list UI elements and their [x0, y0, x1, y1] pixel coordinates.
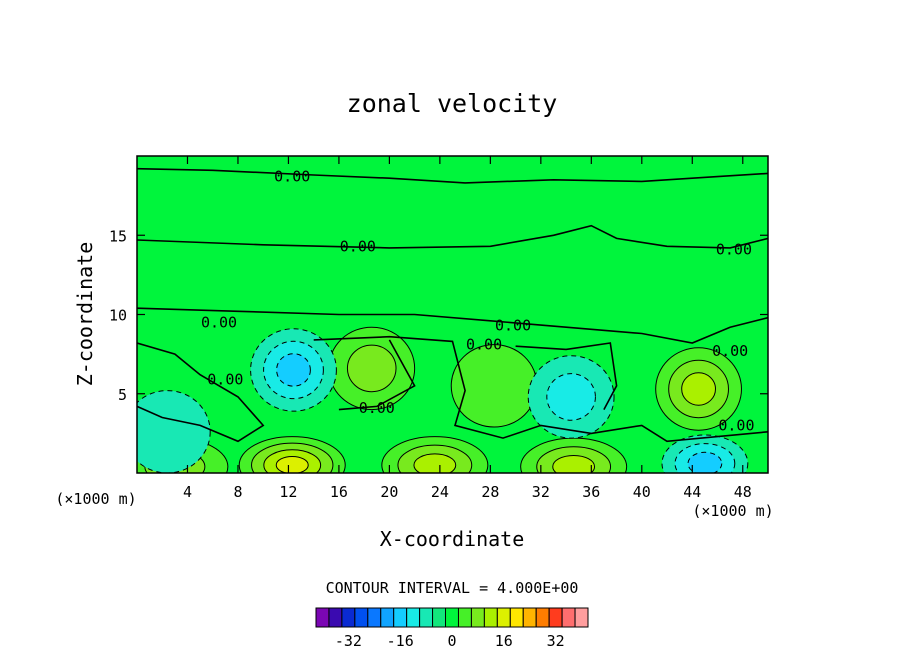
colorbar-swatch-10 — [445, 607, 459, 628]
x-tick-label-0: 4 — [183, 483, 192, 501]
contour-label-8: 0.00 — [359, 399, 395, 417]
x-tick-label-10: 44 — [683, 483, 701, 501]
x-axis-ticks: 4 8 12 16 20 24 28 32 36 40 44 48 — [183, 156, 752, 501]
zero-contour-6 — [515, 342, 618, 410]
x-tick-label-5: 24 — [431, 483, 449, 501]
x-tick-label-11: 48 — [734, 483, 752, 501]
contour-band-max-3-4 — [275, 455, 309, 473]
colorbar-swatch-18 — [548, 607, 563, 628]
colorbar-tick-1: -16 — [387, 632, 414, 650]
colorbar-swatch-7 — [406, 607, 421, 628]
contour-label-9: 0.00 — [718, 416, 754, 434]
y-axis-label: Z-coordinate — [73, 242, 97, 387]
x-tick-label-6: 28 — [481, 483, 499, 501]
colorbar-swatch-1 — [328, 607, 343, 628]
colorbar-swatch-0 — [315, 607, 330, 628]
contour-label-5: 0.00 — [466, 336, 502, 354]
contour-band-min-7-3 — [276, 353, 311, 387]
x-tick-label-2: 12 — [279, 483, 297, 501]
contour-interval-text: CONTOUR INTERVAL = 4.000E+00 — [326, 579, 579, 597]
contour-band-max-5-3 — [552, 454, 596, 473]
zero-contour-5 — [338, 339, 416, 411]
contour-lines — [137, 167, 768, 443]
x-unit-left: (×1000 m) — [55, 490, 136, 508]
x-tick-label-9: 40 — [633, 483, 651, 501]
colorbar-tick-4: 32 — [547, 632, 565, 650]
x-tick-label-4: 20 — [380, 483, 398, 501]
y-tick-label-0: 5 — [118, 386, 127, 404]
contour-labels: 0.000.00 0.000.00 0.000.00 0.000.000.000.00 — [201, 168, 755, 435]
chart-title: zonal velocity — [347, 89, 558, 118]
zero-contour-4 — [313, 335, 768, 443]
colorbar-swatch-20 — [574, 607, 589, 628]
colorbar-tick-2: 0 — [447, 632, 456, 650]
colorbar-swatch-15 — [509, 607, 524, 628]
zero-contour-3 — [137, 342, 265, 443]
contour-band-max-4-3 — [413, 453, 457, 473]
colorbar-swatch-14 — [496, 607, 511, 628]
x-unit-right: (×1000 m) — [692, 502, 773, 520]
colorbar-swatch-12 — [470, 607, 485, 628]
colorbar-swatch-6 — [393, 607, 408, 628]
x-tick-label-7: 32 — [532, 483, 550, 501]
colorbar — [315, 607, 589, 628]
contour-band-max-2-3 — [681, 372, 716, 406]
zero-contour-1 — [137, 224, 768, 249]
x-tick-label-3: 16 — [330, 483, 348, 501]
contour-band-min-8-2 — [546, 373, 596, 421]
contour-label-7: 0.00 — [207, 370, 243, 388]
y-tick-label-1: 10 — [109, 307, 127, 325]
y-tick-label-2: 15 — [109, 227, 127, 245]
x-tick-label-1: 8 — [233, 483, 242, 501]
colorbar-swatch-5 — [380, 607, 395, 628]
zero-contour-0 — [137, 167, 768, 184]
colorbar-swatch-11 — [457, 607, 472, 628]
colorbar-swatch-16 — [522, 607, 537, 628]
y-axis-ticks: 5 10 15 — [109, 227, 768, 404]
field-background — [137, 156, 768, 473]
contour-label-4: 0.00 — [495, 317, 531, 335]
colorbar-swatch-2 — [341, 607, 356, 628]
colorbar-tick-0: -32 — [335, 632, 362, 650]
contour-label-3: 0.00 — [201, 313, 237, 331]
contour-field — [137, 156, 768, 473]
contour-label-0: 0.00 — [274, 168, 310, 186]
x-tick-label-8: 36 — [582, 483, 600, 501]
colorbar-swatch-8 — [419, 607, 434, 628]
colorbar-swatch-17 — [535, 607, 550, 628]
colorbar-tick-3: 16 — [495, 632, 513, 650]
contour-label-6: 0.00 — [712, 342, 748, 360]
zero-contour-2 — [137, 307, 768, 344]
colorbar-tick-labels: -32 -16 0 16 32 — [335, 632, 565, 650]
colorbar-swatch-4 — [367, 607, 382, 628]
contour-band-max-0-2 — [346, 344, 397, 393]
x-axis-label: X-coordinate — [380, 527, 525, 551]
contour-label-1: 0.00 — [340, 237, 376, 255]
colorbar-swatch-13 — [483, 607, 498, 628]
colorbar-swatch-3 — [354, 607, 369, 628]
contour-label-2: 0.00 — [716, 241, 752, 259]
contour-band-min-9-3 — [687, 451, 723, 473]
colorbar-swatch-9 — [432, 607, 447, 628]
colorbar-swatch-19 — [561, 607, 576, 628]
